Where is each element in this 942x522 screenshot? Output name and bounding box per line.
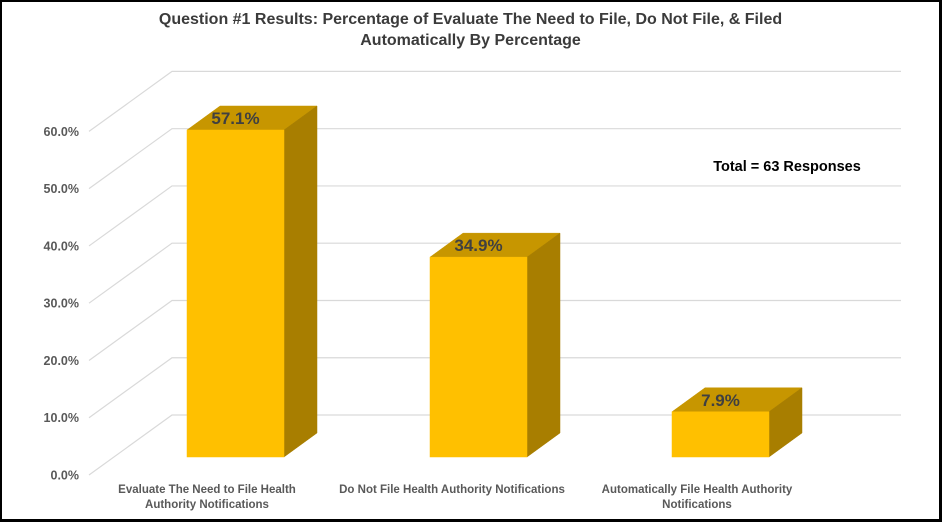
gridline: [88, 414, 901, 476]
total-responses-annotation: Total = 63 Responses: [713, 159, 861, 175]
chart-title-line-2: Automatically By Percentage: [360, 32, 581, 49]
bar-data-label: 57.1%: [211, 109, 259, 128]
y-axis-tick-label: 60.0%: [44, 125, 79, 139]
chart-title: Question #1 Results: Percentage of Evalu…: [2, 9, 939, 51]
gridline: [88, 357, 901, 419]
y-axis-tick-label: 30.0%: [44, 297, 79, 311]
x-axis-category-label: Do Not File Health Authority Notificatio…: [339, 484, 565, 496]
gridline: [88, 299, 901, 361]
x-axis-category-label: Automatically File Health Authority Notif…: [602, 484, 793, 511]
bar-data-label: 7.9%: [701, 391, 740, 410]
x-axis-category-label: Evaluate The Need to File Health Authorit…: [118, 484, 296, 511]
y-axis-tick-label: 10.0%: [44, 411, 79, 425]
bar-data-label: 34.9%: [454, 236, 502, 255]
bar-front-face: [429, 256, 528, 458]
y-axis-tick-label: 40.0%: [44, 239, 79, 253]
y-axis-tick-label: 0.0%: [51, 469, 80, 483]
gridline: [88, 185, 901, 247]
y-axis-tick-label: 50.0%: [44, 182, 79, 196]
gridline: [88, 128, 901, 190]
gridline: [88, 242, 901, 304]
chart-title-line-1: Question #1 Results: Percentage of Evalu…: [158, 11, 783, 28]
bar-front-face: [186, 129, 285, 458]
gridline: [88, 70, 901, 132]
bar-front-face: [671, 411, 770, 458]
bar-side-face: [526, 232, 561, 458]
bar-side-face: [283, 105, 318, 458]
y-axis-tick-label: 20.0%: [44, 354, 79, 368]
